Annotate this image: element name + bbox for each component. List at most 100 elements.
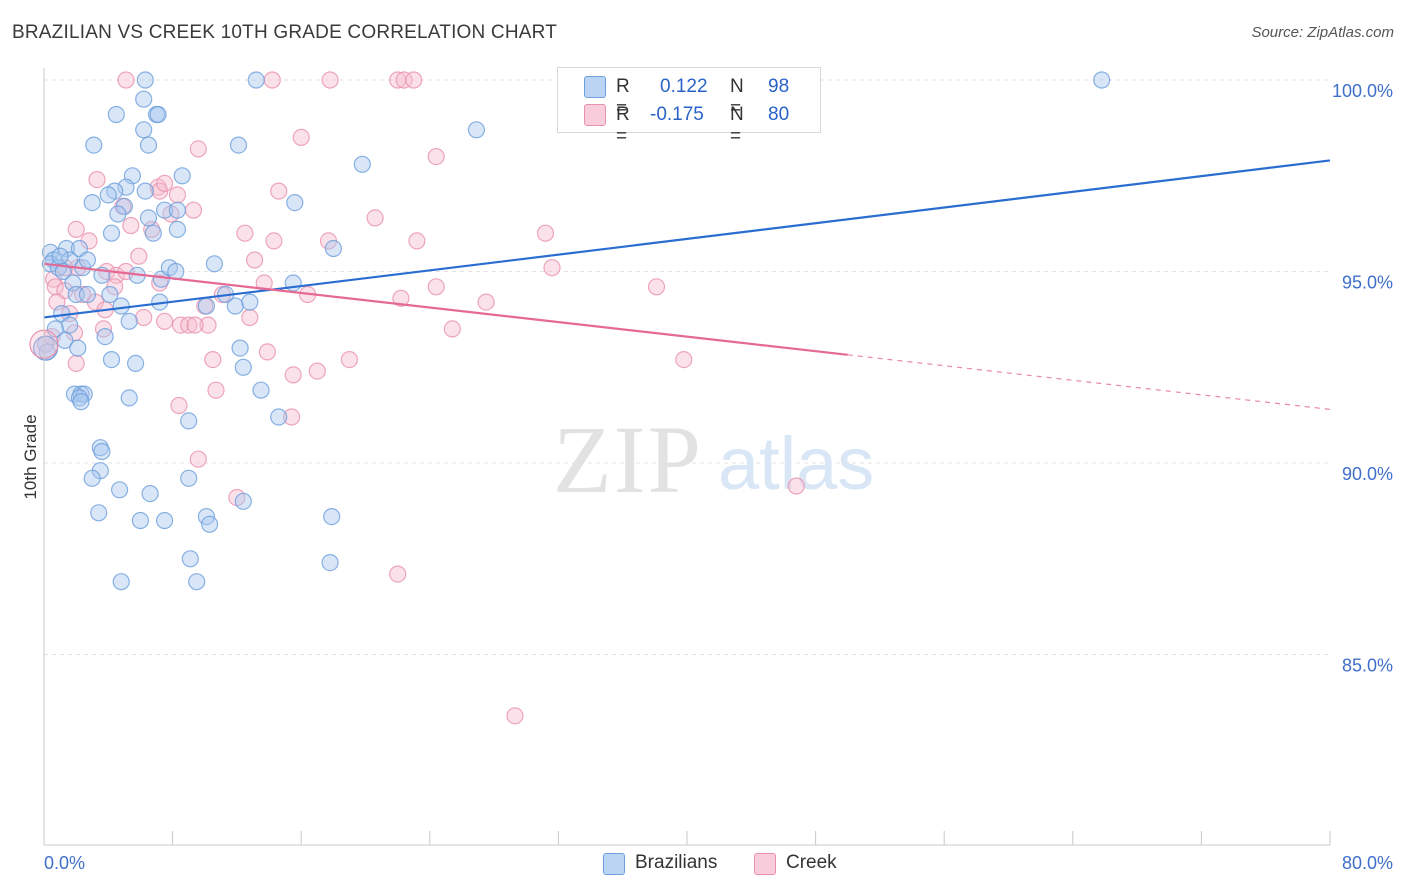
legend-n-label: N = — [730, 104, 744, 147]
chart-title: BRAZILIAN VS CREEK 10TH GRADE CORRELATIO… — [12, 22, 558, 43]
creek-point — [186, 316, 204, 334]
watermark-atlas: atlas — [718, 422, 874, 505]
brazilian-point — [180, 469, 198, 487]
brazilian-point — [112, 573, 130, 591]
brazilian-point — [321, 553, 339, 572]
brazilian-point — [141, 485, 159, 503]
legend-swatch-blue — [584, 76, 606, 98]
brazilian-point — [173, 167, 191, 185]
x-tick-label: 0.0% — [44, 853, 85, 873]
y-tick-label: 100.0% — [1332, 81, 1393, 101]
brazilian-point — [83, 469, 101, 487]
creek-point — [408, 232, 426, 250]
brazilian-point — [252, 381, 270, 399]
creek-point — [122, 216, 140, 235]
axis-layer: 85.0% 90.0% 95.0% 100.0% 0.0% 80.0% — [43, 68, 1393, 873]
creek-point — [258, 343, 276, 361]
creek-point — [199, 316, 217, 334]
creek-point — [284, 366, 302, 384]
brazilian-point — [96, 328, 114, 346]
brazilian-point — [229, 136, 248, 154]
creek-trend-extension — [847, 354, 1331, 410]
creek-point — [405, 71, 423, 89]
brazilian-point — [205, 255, 223, 273]
y-tick-label: 95.0% — [1342, 273, 1393, 293]
brazilian-point — [144, 224, 162, 242]
creek-point — [189, 140, 207, 158]
brazilian-point — [51, 247, 69, 265]
brazilian-point — [69, 339, 87, 357]
watermark: ZIP atlas — [553, 406, 874, 513]
brazilian-point — [136, 182, 154, 200]
brazilian-point — [270, 408, 288, 426]
brazilian-point — [117, 178, 135, 196]
creek-point — [67, 220, 85, 238]
creek-point — [204, 351, 222, 369]
brazilian-point — [226, 297, 244, 315]
y-tick-label: 90.0% — [1342, 464, 1393, 484]
creek-point — [787, 477, 805, 495]
creek-point — [675, 351, 693, 369]
brazilian-point — [286, 194, 304, 212]
creek-point — [543, 259, 561, 277]
creek-point — [340, 351, 358, 369]
creek-point — [168, 186, 186, 204]
brazilian-point — [353, 155, 371, 173]
brazilian-point — [72, 393, 90, 411]
brazilian-point — [234, 492, 252, 510]
brazilian-point — [241, 293, 259, 311]
creek-point — [236, 224, 254, 242]
trend-layer — [43, 159, 1331, 410]
brazilian-point — [110, 481, 129, 499]
brazilian-point — [102, 351, 121, 369]
creek-point — [170, 396, 188, 415]
brazilian-point — [139, 136, 158, 154]
bottom-legend-swatch-blue — [603, 853, 625, 875]
creek-point — [443, 320, 461, 338]
creek-point — [506, 707, 524, 725]
brazilian-point — [197, 297, 215, 315]
creek-point — [389, 565, 407, 583]
creek-point — [270, 182, 288, 200]
brazilian-point — [85, 136, 103, 154]
source-credit: Source: ZipAtlas.com — [1251, 24, 1394, 41]
creek-point — [477, 293, 495, 311]
legend-n-value: 98 — [768, 76, 790, 97]
brazilian-point — [90, 504, 108, 522]
brazilian-point — [61, 316, 79, 334]
creek-point — [135, 308, 153, 327]
brazilian-point — [180, 412, 198, 430]
brazilian-point — [188, 573, 206, 591]
y-axis-label: 10th Grade — [21, 414, 40, 499]
creek-point — [207, 381, 225, 399]
brazilian-point — [139, 209, 158, 227]
creek-point — [88, 171, 106, 189]
brazilian-point — [83, 194, 101, 212]
creek-point — [392, 289, 410, 307]
creek-point — [308, 362, 326, 380]
correlation-legend: R = 0.122 N = 98 R = -0.175 N = 80 — [557, 67, 821, 147]
legend-n-value: 80 — [768, 104, 790, 125]
creek-point — [73, 285, 92, 304]
x-tick-label: 80.0% — [1342, 853, 1393, 873]
creek-point — [117, 71, 135, 89]
bottom-legend-label: Creek — [786, 852, 837, 873]
creek-point — [130, 247, 148, 265]
points-layer — [29, 71, 1111, 725]
brazilian-point — [231, 339, 249, 357]
legend-r-value: -0.175 — [650, 104, 704, 125]
creek-trend-line — [43, 262, 848, 356]
brazilian-point — [93, 442, 111, 461]
brazilian-point — [136, 71, 154, 89]
creek-point — [292, 128, 310, 146]
creek-point — [156, 312, 174, 330]
brazilian-point — [99, 186, 117, 204]
creek-point — [366, 209, 384, 227]
brazilian-point — [156, 201, 174, 219]
brazilian-point — [234, 358, 252, 376]
creek-point — [427, 278, 445, 296]
creek-point — [263, 71, 281, 89]
brazilian-point — [135, 121, 153, 139]
brazilian-point — [201, 515, 219, 533]
